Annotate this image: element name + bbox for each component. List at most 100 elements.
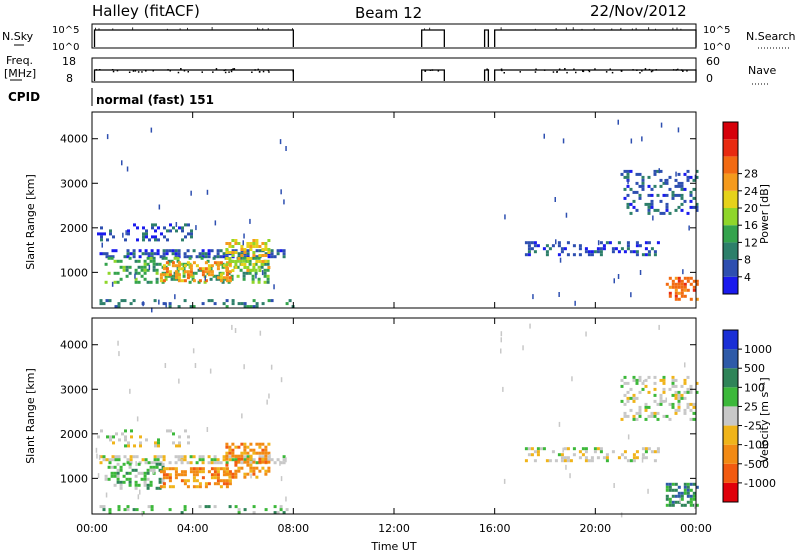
echo-cell <box>671 375 675 379</box>
echo-cell <box>147 255 151 259</box>
echo-cell <box>686 279 690 283</box>
echo-cell <box>213 455 217 459</box>
echo-cell <box>183 264 187 268</box>
echo-cell <box>267 239 271 242</box>
echo-cell <box>126 458 130 462</box>
echo-cell <box>219 276 223 280</box>
echo-cell <box>171 485 175 489</box>
echo-cell <box>557 241 561 245</box>
echo-cell <box>270 458 274 462</box>
echo-cell <box>144 458 148 462</box>
echo-cell <box>225 273 229 277</box>
echo-cell <box>135 461 137 467</box>
echo-cell <box>102 302 106 306</box>
echo-cell <box>234 472 238 476</box>
echo-cell <box>639 270 642 275</box>
echo-cell <box>219 279 223 283</box>
echo-cell <box>680 294 684 298</box>
echo-cell <box>623 411 627 415</box>
echo-cell <box>201 255 205 259</box>
echo-cell <box>560 456 564 460</box>
echo-cell <box>527 453 531 457</box>
echo-cell <box>653 172 657 176</box>
echo-cell <box>261 442 265 446</box>
echo-cell <box>578 450 582 454</box>
echo-cell <box>249 305 253 309</box>
echo-cell <box>246 445 250 449</box>
echo-cell <box>126 505 130 509</box>
echo-cell <box>692 405 696 409</box>
echo-cell <box>178 378 180 384</box>
echo-cell <box>225 276 229 280</box>
echo-cell <box>228 445 232 449</box>
echo-cell <box>252 448 256 452</box>
echo-cell <box>117 458 121 462</box>
echo-cell <box>258 469 262 473</box>
echo-cell <box>635 172 639 176</box>
echo-cell <box>500 331 503 337</box>
echo-cell <box>653 375 657 379</box>
echo-cell <box>647 175 651 179</box>
echo-cell <box>641 184 645 188</box>
echo-cell <box>255 273 257 279</box>
echo-cell <box>207 482 211 486</box>
echo-cell <box>522 345 524 351</box>
echo-cell <box>641 136 643 142</box>
y-tick-label: 1000 <box>60 266 88 279</box>
echo-cell <box>692 279 696 283</box>
echo-cell <box>536 450 540 454</box>
echo-cell <box>652 215 654 221</box>
echo-cell <box>134 486 138 490</box>
echo-cell <box>192 476 196 480</box>
echo-cell <box>114 305 118 309</box>
echo-cell <box>662 378 666 382</box>
echo-cell <box>674 208 678 212</box>
echo-cell <box>671 488 675 492</box>
echo-cell <box>243 451 247 455</box>
nave-dot <box>682 70 684 72</box>
echo-cell <box>662 381 666 385</box>
echo-cell <box>680 288 684 292</box>
echo-cell <box>102 458 106 462</box>
echo-cell <box>668 497 672 501</box>
echo-cell <box>590 253 594 257</box>
echo-cell <box>584 250 588 254</box>
echo-cell <box>665 205 669 209</box>
echo-cell <box>258 442 262 446</box>
echo-cell <box>267 266 271 269</box>
echo-cell <box>190 190 192 196</box>
cpid-value: normal (fast) 151 <box>96 93 214 107</box>
echo-cell <box>159 279 163 283</box>
echo-cell <box>236 265 240 269</box>
echo-cell <box>188 280 192 284</box>
echo-cell <box>647 205 651 209</box>
echo-cell <box>126 249 130 253</box>
echo-cell <box>161 256 165 260</box>
echo-cell <box>129 302 133 306</box>
echo-cell <box>108 511 112 515</box>
echo-cell <box>243 472 247 476</box>
echo-cell <box>216 276 220 280</box>
nave-dot <box>292 70 294 72</box>
echo-cell <box>593 447 597 451</box>
echo-cell <box>665 494 669 498</box>
echo-cell <box>608 241 612 245</box>
echo-cell <box>536 453 540 457</box>
echo-cell <box>142 232 145 236</box>
echo-cell <box>680 503 684 507</box>
echo-cell <box>108 461 112 465</box>
echo-cell <box>686 494 690 498</box>
echo-cell <box>680 196 684 200</box>
echo-cell <box>174 273 178 277</box>
echo-cell <box>137 271 141 275</box>
echo-cell <box>162 249 166 253</box>
echo-cell <box>234 260 238 263</box>
station-title: Halley (fitACF) <box>92 2 200 20</box>
nave-dot <box>180 68 182 70</box>
echo-cell <box>683 488 687 492</box>
echo-cell <box>249 248 253 251</box>
echo-cell <box>623 402 627 406</box>
echo-cell <box>146 256 150 260</box>
echo-cell <box>680 396 684 400</box>
echo-cell <box>228 455 232 459</box>
